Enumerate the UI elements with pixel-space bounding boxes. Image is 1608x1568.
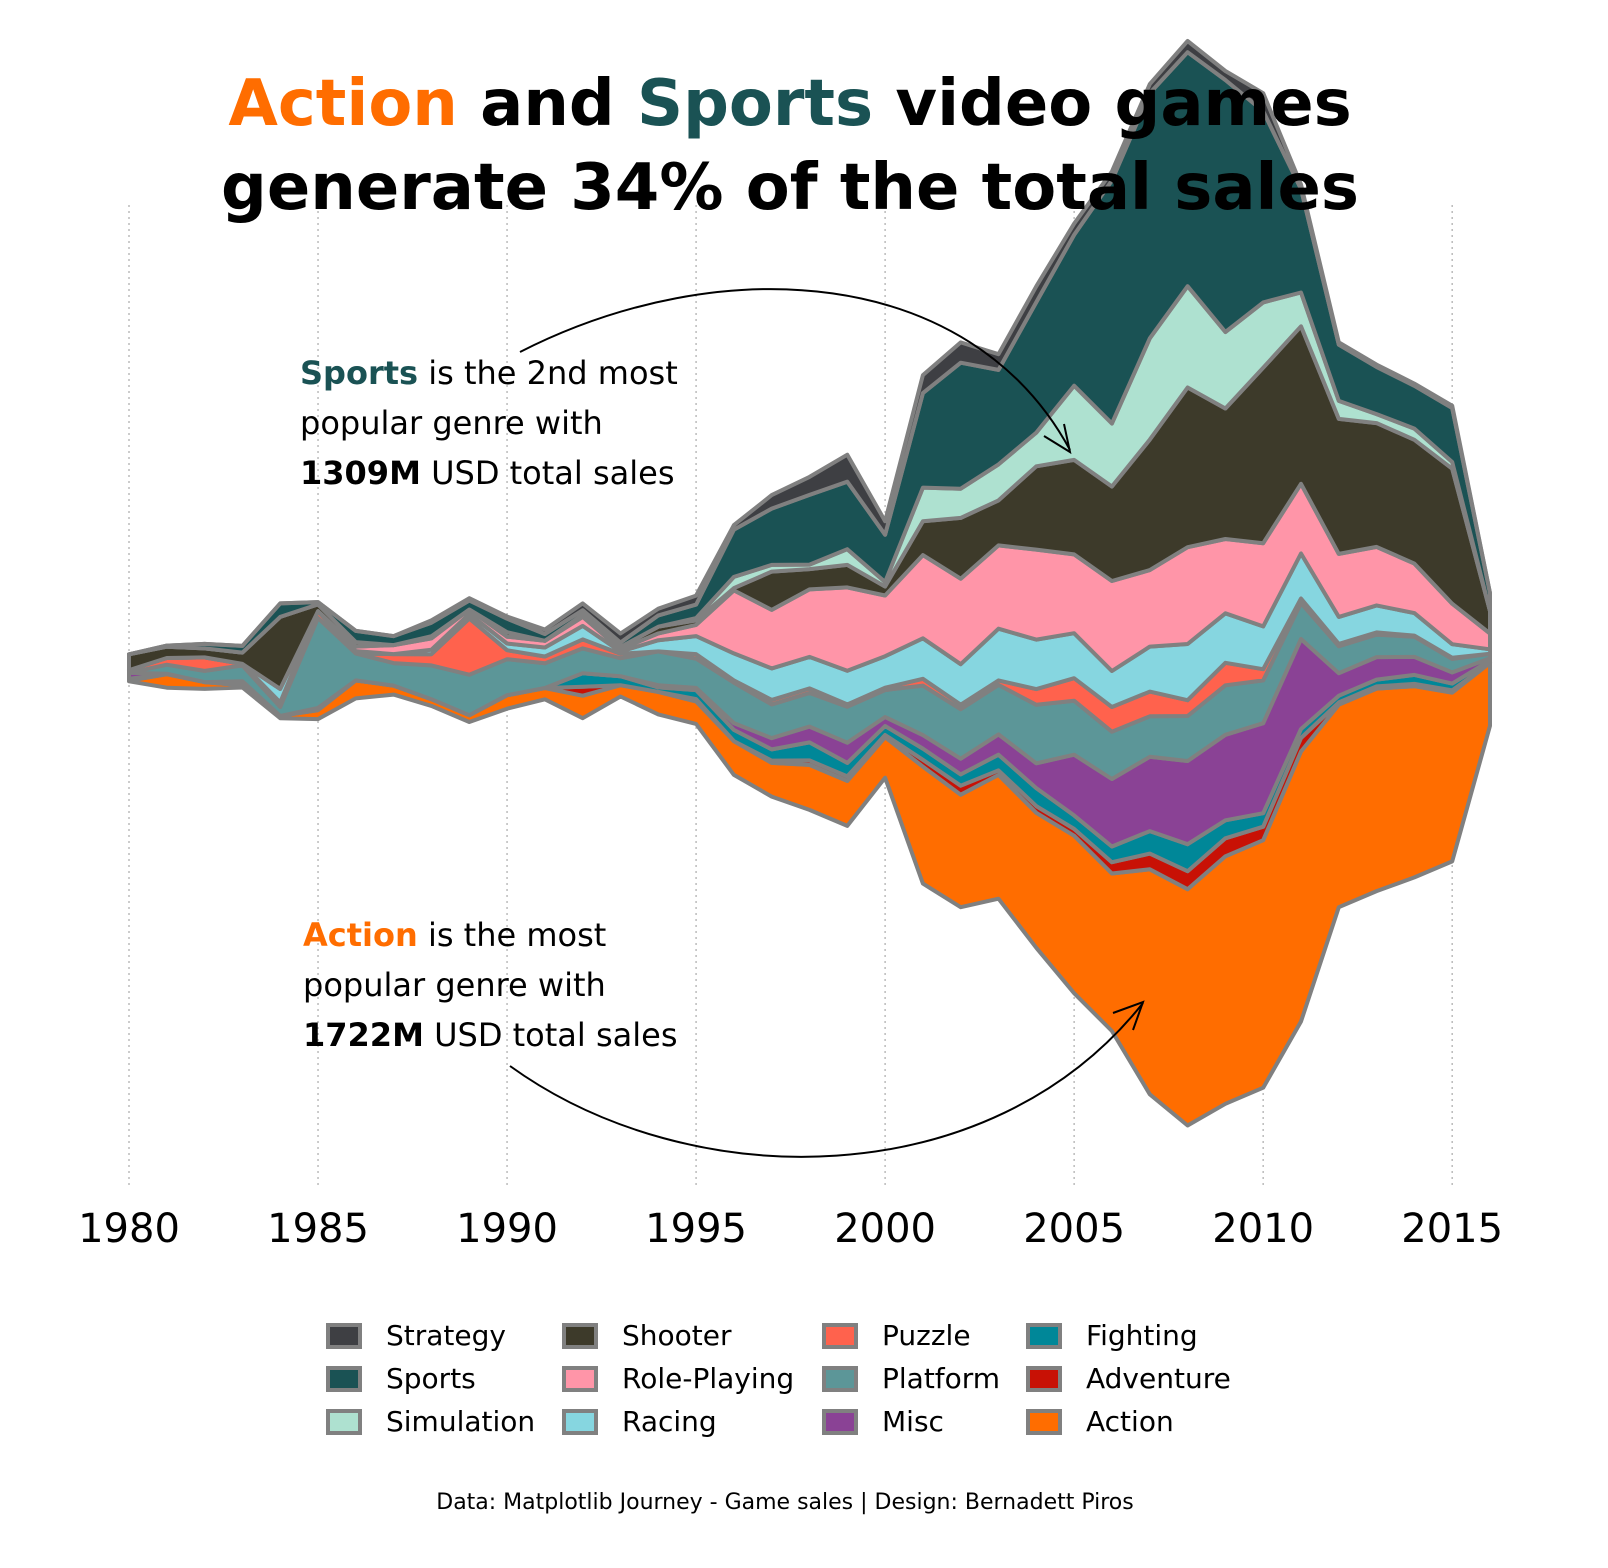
sports-annotation-value: 1309M [300, 454, 421, 492]
action-annotation-highlight: Action [303, 916, 418, 954]
source-credit: Data: Matplotlib Journey - Game sales | … [436, 1490, 1134, 1515]
legend-item-fighting: Fighting [1026, 1314, 1266, 1357]
legend-item-strategy: Strategy [326, 1314, 562, 1357]
x-tick-label-2010: 2010 [1212, 1206, 1314, 1252]
legend-item-action: Action [1026, 1400, 1266, 1443]
legend-label: Puzzle [882, 1319, 971, 1352]
x-tick-label-1990: 1990 [456, 1206, 558, 1252]
legend-item-puzzle: Puzzle [822, 1314, 1026, 1357]
legend-swatch [1026, 1322, 1062, 1349]
legend-label: Strategy [386, 1319, 506, 1352]
action-annotation-value: 1722M [303, 1016, 424, 1054]
sports-arrow [519, 288, 1071, 451]
legend-item-shooter: Shooter [562, 1314, 822, 1357]
x-tick-label-2000: 2000 [834, 1206, 936, 1252]
action-annotation-line-3: 1722M USD total sales [303, 1010, 678, 1060]
title-line-2: generate 34% of the total sales [221, 151, 1359, 225]
sports-annotation-text3: USD total sales [420, 454, 675, 492]
action-annotation-text1: is the most [417, 916, 607, 954]
legend-swatch [326, 1322, 362, 1349]
legend-label: Fighting [1086, 1319, 1198, 1352]
action-arrow [509, 1002, 1144, 1158]
sports-annotation-highlight: Sports [300, 354, 419, 392]
legend-item-adventure: Adventure [1026, 1357, 1266, 1400]
chart-legend: Strategy Sports Simulation Shooter Role-Play… [326, 1314, 1266, 1454]
sports-annotation: Sports is the 2nd most popular genre wit… [300, 348, 678, 498]
x-tick-label-1995: 1995 [645, 1206, 747, 1252]
sports-annotation-text1: is the 2nd most [418, 354, 678, 392]
title-line-1: Action and Sports video games [0, 62, 1580, 146]
x-tick-label-1985: 1985 [267, 1206, 369, 1252]
legend-item-simulation: Simulation [326, 1400, 562, 1443]
title-and-word: and [457, 67, 637, 141]
legend-item-misc: Misc [822, 1400, 1026, 1443]
action-annotation-line-1: Action is the most [303, 910, 678, 960]
sports-annotation-line-1: Sports is the 2nd most [300, 348, 678, 398]
sports-arrowhead [1043, 423, 1072, 455]
legend-item-platform: Platform [822, 1357, 1026, 1400]
legend-label: Action [1086, 1405, 1174, 1438]
sports-annotation-line-2: popular genre with [300, 404, 603, 442]
x-tick-label-1980: 1980 [78, 1206, 180, 1252]
stream-areas [127, 39, 1492, 1128]
x-tick-label-2005: 2005 [1023, 1206, 1125, 1252]
chart-title: Action and Sports video games generate 3… [0, 62, 1580, 230]
sports-annotation-line-3: 1309M USD total sales [300, 448, 678, 498]
legend-swatch [562, 1322, 598, 1349]
legend-label: Role-Playing [622, 1362, 795, 1395]
title-rest-line1: video games [873, 67, 1352, 141]
legend-item-racing: Racing [562, 1400, 822, 1443]
title-sports-word: Sports [636, 67, 874, 141]
legend-label: Racing [622, 1405, 717, 1438]
legend-label: Adventure [1086, 1362, 1231, 1395]
legend-swatch [326, 1408, 362, 1435]
action-arrowhead [1112, 1000, 1145, 1031]
legend-swatch [822, 1322, 858, 1349]
action-annotation-line-2: popular genre with [303, 966, 606, 1004]
legend-label: Shooter [622, 1319, 732, 1352]
x-axis-ticks: 1980 1985 1990 1995 2000 2005 2010 2015 [78, 1206, 1503, 1252]
legend-swatch [822, 1365, 858, 1392]
legend-label: Sports [386, 1362, 476, 1395]
legend-swatch [562, 1408, 598, 1435]
action-annotation: Action is the most popular genre with 17… [303, 910, 678, 1060]
x-tick-label-2015: 2015 [1401, 1206, 1503, 1252]
legend-label: Misc [882, 1405, 944, 1438]
action-annotation-text3: USD total sales [423, 1016, 678, 1054]
title-action-word: Action [228, 67, 458, 141]
legend-swatch [562, 1365, 598, 1392]
legend-label: Simulation [386, 1405, 536, 1438]
legend-label: Platform [882, 1362, 1001, 1395]
legend-swatch [1026, 1365, 1062, 1392]
legend-swatch [326, 1365, 362, 1392]
legend-swatch [822, 1408, 858, 1435]
annotation-arrows [509, 288, 1145, 1158]
stream-strategy [127, 39, 1492, 657]
legend-item-sports: Sports [326, 1357, 562, 1400]
legend-item-role-playing: Role-Playing [562, 1357, 822, 1400]
legend-swatch [1026, 1408, 1062, 1435]
